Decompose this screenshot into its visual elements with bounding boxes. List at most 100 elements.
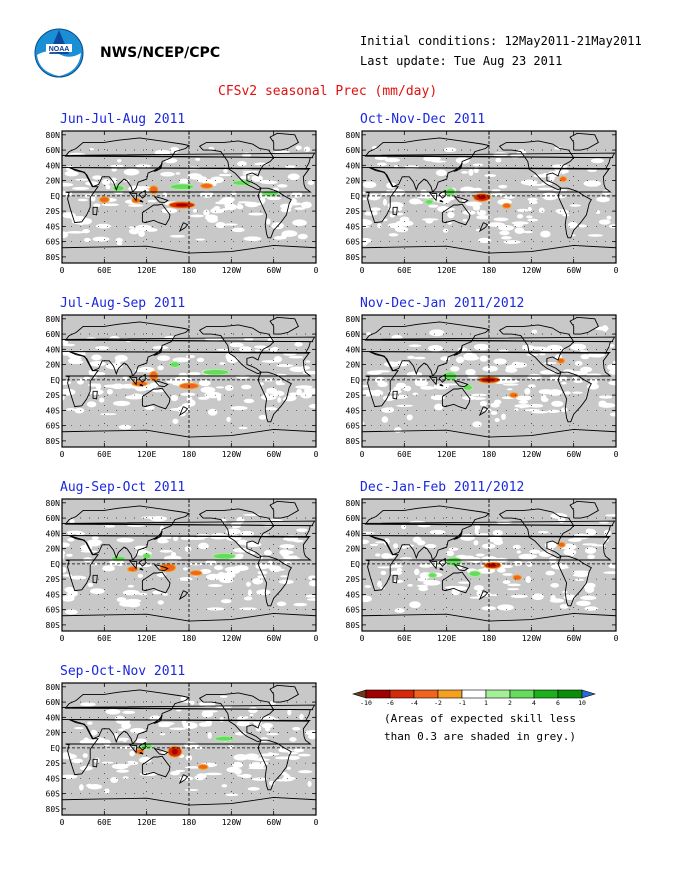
skill-area bbox=[443, 147, 457, 153]
skill-area bbox=[434, 403, 444, 411]
skill-area bbox=[523, 554, 538, 559]
skill-area bbox=[66, 408, 76, 411]
skill-area bbox=[369, 543, 379, 547]
skill-area bbox=[381, 407, 395, 413]
skill-area bbox=[298, 770, 313, 774]
coastline bbox=[153, 714, 163, 724]
skill-area bbox=[288, 355, 303, 359]
skill-area bbox=[460, 186, 476, 194]
skill-area bbox=[264, 565, 278, 569]
color-legend: -10 -6 -4 -2 -1 1 2 4 6 10 bbox=[351, 689, 597, 707]
y-tick-label: 80N bbox=[346, 131, 361, 140]
coastline bbox=[454, 564, 469, 572]
skill-area bbox=[225, 352, 233, 360]
coastline bbox=[257, 739, 292, 791]
skill-area bbox=[511, 221, 529, 225]
skill-area bbox=[256, 589, 271, 596]
skill-area bbox=[276, 364, 294, 368]
skill-area bbox=[549, 598, 565, 603]
y-tick-label: 80N bbox=[46, 131, 61, 140]
skill-area bbox=[180, 695, 187, 702]
skill-area bbox=[388, 233, 399, 237]
skill-area bbox=[86, 401, 97, 408]
skill-area bbox=[254, 345, 267, 349]
skill-area bbox=[549, 175, 555, 182]
skill-area bbox=[531, 410, 549, 414]
coastline bbox=[154, 564, 169, 572]
skill-area bbox=[297, 753, 311, 757]
skill-area bbox=[307, 780, 312, 787]
skill-area bbox=[152, 389, 165, 393]
legend-boundary-label: -10 bbox=[360, 699, 372, 707]
skill-area bbox=[269, 347, 278, 353]
x-tick-label: 60W bbox=[566, 634, 581, 643]
skill-area bbox=[214, 565, 224, 571]
skill-area bbox=[243, 236, 262, 242]
skill-area bbox=[524, 408, 541, 412]
skill-area bbox=[277, 397, 282, 403]
coastline bbox=[141, 755, 171, 778]
x-tick-label: 0 bbox=[360, 634, 365, 643]
skill-area bbox=[377, 223, 382, 229]
y-tick-label: 20S bbox=[346, 575, 361, 584]
skill-area bbox=[251, 777, 267, 781]
skill-area bbox=[494, 418, 500, 423]
skill-area bbox=[267, 196, 281, 201]
skill-area bbox=[258, 757, 266, 762]
coastline bbox=[498, 324, 575, 375]
skill-area bbox=[527, 206, 532, 212]
x-tick-label: 180 bbox=[182, 634, 197, 643]
skill-area bbox=[287, 173, 300, 181]
skill-area bbox=[433, 197, 452, 203]
x-tick-label: 120E bbox=[437, 450, 456, 459]
y-tick-label: 20N bbox=[346, 545, 361, 554]
wet-anomaly bbox=[463, 385, 473, 390]
y-tick-label: 60S bbox=[346, 606, 361, 615]
coastline bbox=[438, 189, 446, 199]
skill-area bbox=[381, 416, 389, 423]
skill-area bbox=[377, 162, 387, 166]
skill-area bbox=[98, 397, 105, 403]
skill-area bbox=[176, 709, 182, 712]
x-tick-label: 60W bbox=[266, 450, 281, 459]
skill-area bbox=[122, 589, 140, 596]
skill-area bbox=[216, 348, 229, 351]
legend-arrow-right bbox=[581, 689, 597, 699]
skill-area bbox=[299, 713, 304, 720]
skill-area bbox=[527, 197, 538, 202]
skill-area bbox=[244, 753, 259, 760]
coastline bbox=[428, 375, 438, 386]
coastline bbox=[61, 689, 311, 745]
skill-area bbox=[527, 218, 539, 222]
y-tick-label: 20S bbox=[46, 207, 61, 216]
skill-area bbox=[396, 404, 413, 407]
coastline bbox=[365, 351, 612, 408]
skill-area bbox=[172, 357, 190, 363]
skill-area bbox=[223, 168, 228, 173]
skill-area bbox=[236, 774, 251, 777]
skill-area bbox=[92, 236, 110, 242]
skill-area bbox=[257, 570, 268, 575]
skill-area bbox=[407, 583, 413, 587]
y-tick-label: 20S bbox=[46, 759, 61, 768]
skill-area bbox=[266, 752, 280, 756]
skill-area bbox=[480, 344, 488, 351]
skill-area bbox=[261, 722, 274, 729]
skill-area bbox=[475, 553, 485, 557]
y-tick-label: 60N bbox=[346, 514, 361, 523]
skill-area bbox=[529, 403, 544, 408]
svg-text:NOAA: NOAA bbox=[49, 46, 70, 53]
y-tick-label: EQ bbox=[50, 192, 60, 201]
x-tick-label: 120W bbox=[222, 450, 241, 459]
skill-area bbox=[506, 388, 513, 391]
skill-area bbox=[374, 156, 388, 161]
y-tick-label: 40S bbox=[346, 222, 361, 231]
skill-area bbox=[550, 583, 560, 588]
coastline bbox=[139, 751, 144, 755]
skill-area bbox=[189, 214, 205, 218]
skill-area bbox=[277, 184, 288, 188]
skill-area bbox=[61, 752, 72, 759]
skill-area bbox=[219, 362, 226, 365]
x-tick-label: 120E bbox=[137, 266, 156, 275]
skill-area bbox=[528, 200, 538, 205]
